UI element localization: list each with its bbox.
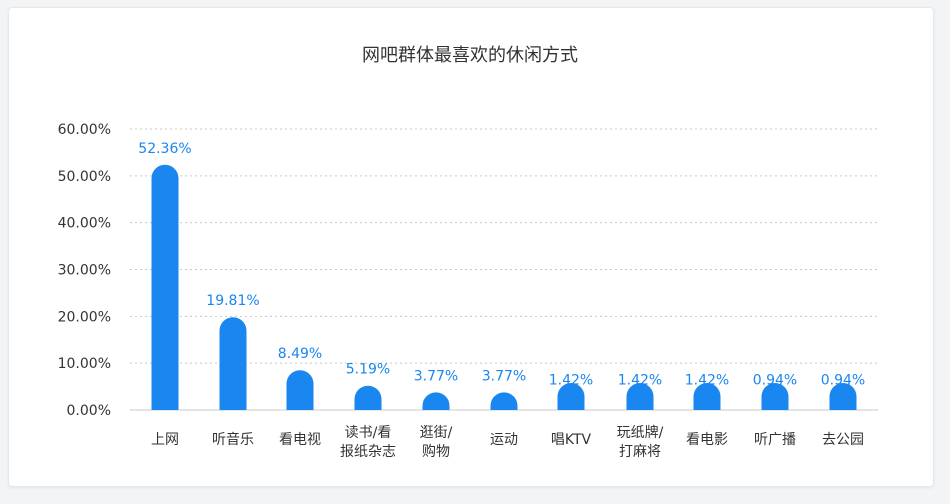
data-label: 8.49% (278, 346, 322, 362)
category-label: 听广播 (754, 432, 796, 448)
y-tick-label: 20.00% (58, 309, 111, 325)
y-tick-label: 60.00% (58, 122, 111, 138)
bar (829, 383, 857, 410)
y-tick-label: 50.00% (58, 169, 111, 185)
y-tick-label: 40.00% (58, 216, 111, 232)
bar (219, 317, 247, 410)
category-label: 上网 (151, 432, 179, 448)
data-label: 0.94% (821, 373, 865, 389)
bars (151, 164, 857, 410)
category-label: 运动 (490, 432, 518, 448)
bar (693, 383, 721, 410)
y-axis-ticks: 0.00% 10.00% 20.00% 30.00% 40.00% 50.00% 60.00… (58, 122, 111, 419)
data-label: 1.42% (618, 373, 662, 389)
bar (422, 392, 450, 410)
chart-title: 网吧群体最喜欢的休闲方式 (362, 45, 578, 66)
bar (557, 383, 585, 410)
category-label: 读书/看 (345, 424, 392, 441)
category-label: 唱KTV (551, 432, 592, 448)
category-label: 报纸杂志 (340, 444, 396, 460)
data-label: 1.42% (549, 373, 593, 389)
data-label: 52.36% (138, 141, 191, 157)
data-labels: 52.36% 19.81% 8.49% 5.19% 3.77% 3.77% 1.42% 1.4… (138, 141, 865, 389)
category-label: 看电影 (686, 432, 728, 448)
bar (490, 392, 518, 410)
bar (151, 164, 179, 410)
y-tick-label: 10.00% (58, 356, 111, 372)
bar (761, 383, 789, 410)
bar (626, 383, 654, 410)
bar (286, 370, 314, 410)
data-label: 5.19% (346, 362, 390, 378)
category-label: 玩纸牌/ (617, 424, 664, 441)
data-label: 0.94% (753, 373, 797, 389)
category-label: 听音乐 (212, 431, 254, 448)
data-label: 19.81% (206, 293, 259, 309)
data-label: 3.77% (414, 368, 458, 384)
data-label: 1.42% (685, 373, 729, 389)
category-label: 看电视 (279, 432, 321, 448)
category-label: 购物 (422, 444, 450, 460)
category-label: 打麻将 (619, 443, 661, 460)
data-label: 3.77% (482, 368, 526, 384)
category-label: 去公园 (822, 432, 864, 448)
y-tick-label: 30.00% (58, 263, 111, 279)
category-label: 逛街/ (420, 425, 453, 441)
y-tick-label: 0.00% (67, 403, 111, 419)
bar (354, 385, 382, 410)
